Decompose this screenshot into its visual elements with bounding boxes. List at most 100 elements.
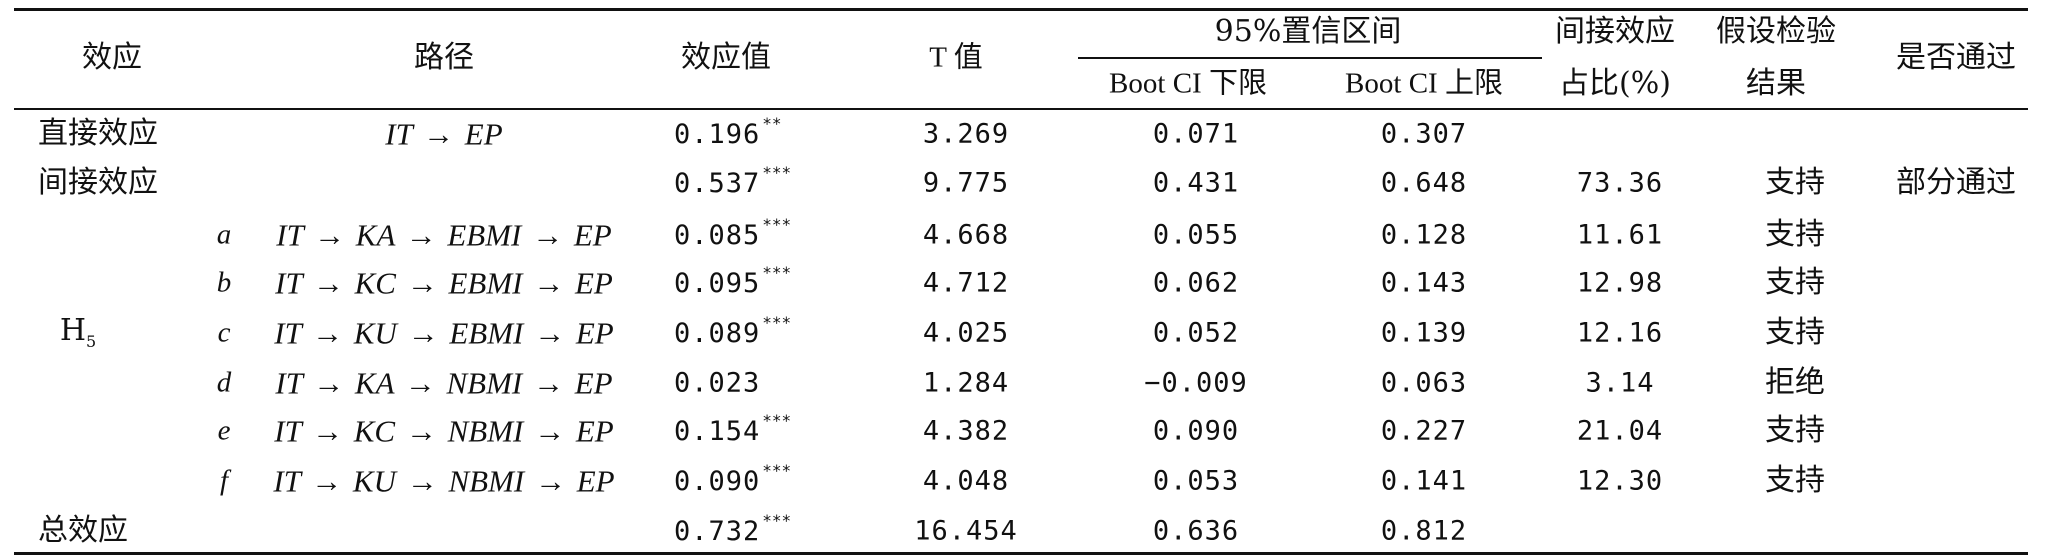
path-label-text: e [217,414,231,447]
path-label-text: a [216,218,232,251]
path-expression-text: IT → KC → NBMI → EP [274,413,614,449]
t-value-text: 4.048 [922,465,1010,497]
ci-upper-text: 0.128 [1380,219,1468,251]
path-label: e [217,414,231,447]
ci-lower: 0.053 [1153,468,1239,495]
ci-upper-text: 0.227 [1380,415,1468,447]
t-value-text: 1.284 [922,367,1010,399]
significance-marker: *** [762,263,792,282]
ci-lower: 0.431 [1153,170,1239,197]
path-label-text: d [216,366,232,399]
ci-upper: 0.227 [1381,418,1467,445]
hypothesis-result: 支持 [1765,466,1825,496]
significance-marker: *** [762,411,792,430]
header-ratio-line1: 间接效应 [1555,14,1675,49]
path-expression-text: IT → KA → NBMI → EP [275,365,613,401]
path-label: c [218,318,231,348]
effect-value: 0.023 [674,370,760,397]
ci-lower: 0.071 [1153,121,1239,148]
effect-group-label: H5 [60,316,96,350]
path-expression: IT → KC → NBMI → EP [274,416,614,447]
ci-group-rule [1078,57,1542,59]
path-expression: IT → KA → EBMI → EP [276,220,611,251]
path-expression: IT → KC → EBMI → EP [275,268,613,299]
ci-lower-text: 0.052 [1152,317,1240,349]
path-expression: IT → KU → EBMI → EP [274,318,613,349]
effect-value: 0.537 *** [674,165,791,198]
path-label: a [216,218,232,251]
header-ratio-line2: 占比(%) [1559,66,1671,101]
effect-type-text: 间接效应 [38,165,158,200]
path-expression-text: IT → EP [385,116,503,152]
ci-upper-text: 0.648 [1380,167,1468,199]
t-value: 4.712 [923,270,1009,297]
effect-type-text: 直接效应 [38,116,158,151]
ci-lower-text: 0.090 [1152,415,1240,447]
t-value: 9.775 [923,170,1009,197]
hypothesis-result-text: 支持 [1765,265,1825,300]
ci-lower: 0.090 [1153,418,1239,445]
path-expression: IT → KU → NBMI → EP [273,466,614,497]
hypothesis-result: 支持 [1765,268,1825,298]
effect-type: 直接效应 [38,119,158,149]
effect-value-text: 0.154 [674,416,761,447]
effect-value-text: 0.089 [674,318,761,349]
hypothesis-result: 支持 [1765,220,1825,250]
path-expression: IT → EP [385,119,502,150]
significance-marker: *** [762,511,792,530]
ci-lower: 0.055 [1153,222,1239,249]
ci-upper-text: 0.307 [1380,118,1468,150]
ci-lower: −0.009 [1144,370,1248,397]
path-expression-text: IT → KC → EBMI → EP [275,265,613,301]
path-label-text: f [219,464,229,497]
indirect-ratio: 73.36 [1577,170,1663,197]
header-pass: 是否通过 [1896,40,2016,75]
path-expression-text: IT → KU → NBMI → EP [273,463,615,499]
indirect-ratio-text: 73.36 [1576,167,1664,199]
hypothesis-result-text: 支持 [1765,217,1825,252]
header-t-value: T 值 [929,41,983,74]
effect-value: 0.196 ** [674,116,782,150]
ci-upper-text: 0.139 [1380,317,1468,349]
hypothesis-result-text: 支持 [1765,165,1825,200]
ci-upper-text: 0.812 [1380,515,1468,547]
hypothesis-result-text: 拒绝 [1765,365,1825,400]
effect-value-text: 0.090 [674,466,761,497]
effect-value-text: 0.023 [674,367,761,399]
path-label-text: b [216,266,232,299]
t-value-text: 9.775 [922,167,1010,199]
ci-lower-text: 0.071 [1152,118,1240,150]
ci-upper-text: 0.141 [1380,465,1468,497]
effect-value: 0.732 *** [674,513,791,546]
indirect-ratio: 12.98 [1577,270,1663,297]
effect-value: 0.089 *** [674,315,791,349]
hypothesis-result: 支持 [1765,318,1825,348]
indirect-ratio-text: 21.04 [1576,415,1664,447]
header-effect: 效应 [82,40,142,75]
indirect-ratio-text: 11.61 [1576,219,1664,251]
ci-upper: 0.141 [1381,468,1467,495]
hypothesis-result: 支持 [1765,416,1825,446]
effect-type: 间接效应 [38,168,158,198]
hypothesis-result-text: 支持 [1765,463,1825,498]
t-value-text: 4.382 [922,415,1010,447]
effect-group-label-text: H [59,313,86,348]
ci-upper: 0.143 [1381,270,1467,297]
table-top-rule [14,8,2028,11]
t-value: 1.284 [923,370,1009,397]
header-effect-value: 效应值 [681,40,771,75]
ci-upper-text: 0.063 [1380,367,1468,399]
ci-upper: 0.812 [1381,518,1467,545]
indirect-ratio-text: 3.14 [1585,367,1655,399]
path-label: b [216,266,232,299]
t-value-text: 4.668 [922,219,1010,251]
effect-value-text: 0.095 [674,268,761,299]
effect-value: 0.095 *** [674,265,791,299]
t-value-text: 4.712 [922,267,1010,299]
significance-marker: ** [762,114,782,133]
effect-value-text: 0.196 [674,119,761,150]
indirect-ratio-text: 12.16 [1576,317,1664,349]
header-hypothesis-line2: 结果 [1746,66,1806,101]
hypothesis-result-text: 支持 [1765,315,1825,350]
ci-lower: 0.052 [1153,320,1239,347]
